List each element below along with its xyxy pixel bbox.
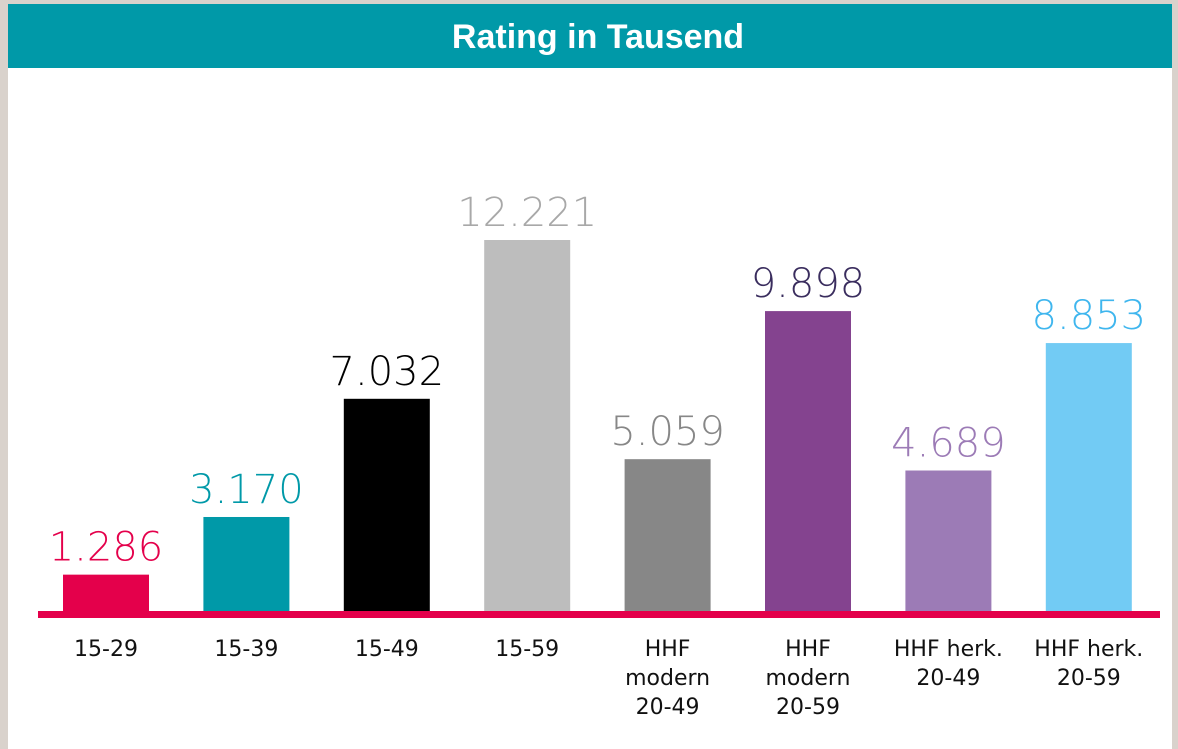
- header: [8, 4, 1172, 68]
- x-tick-label: HHF herk.: [1034, 637, 1143, 662]
- x-tick-label: HHF herk.: [894, 637, 1003, 662]
- x-tick-label: 15-39: [214, 637, 278, 662]
- bar: [63, 574, 149, 614]
- x-tick-label: 15-29: [74, 637, 138, 662]
- x-tick-label: HHF: [645, 637, 691, 662]
- bar: [1045, 343, 1132, 614]
- x-tick-label: 20-49: [916, 666, 980, 691]
- value-label: 5.059: [610, 409, 725, 455]
- x-tick-label: HHF: [785, 637, 831, 662]
- baseline: [38, 611, 1160, 618]
- value-label: 3.170: [189, 467, 304, 513]
- x-tick-label: 15-49: [355, 637, 419, 662]
- value-label: 12.221: [457, 190, 597, 236]
- bar: [765, 311, 851, 614]
- bar: [203, 516, 290, 614]
- x-tick-label: 20-59: [1057, 666, 1121, 691]
- value-label: 8.853: [1032, 293, 1147, 339]
- value-label: 7.032: [330, 349, 445, 395]
- bar: [343, 398, 430, 614]
- bar: [624, 459, 711, 614]
- value-label: 1.286: [49, 525, 164, 571]
- panel: [8, 4, 1172, 749]
- x-tick-label: 15-59: [495, 637, 559, 662]
- bar: [905, 470, 992, 614]
- bar: [484, 240, 571, 614]
- x-tick-label: 20-59: [776, 695, 840, 720]
- x-tick-label: modern: [766, 666, 851, 691]
- x-tick-label: 20-49: [636, 695, 700, 720]
- x-tick-label: modern: [625, 666, 710, 691]
- chart-title: Rating in Tausend: [452, 18, 744, 56]
- value-label: 4.689: [891, 421, 1006, 467]
- value-label: 9.898: [751, 261, 866, 307]
